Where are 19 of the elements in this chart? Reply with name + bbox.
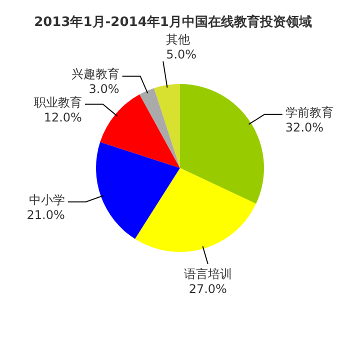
slice-label: 学前教育 xyxy=(285,105,334,120)
data-label: 12.0% xyxy=(44,110,82,124)
chart-title: 2013年1月-2014年1月中国在线教育投资领域 xyxy=(34,14,312,30)
slice-label: 语言培训 xyxy=(184,267,232,282)
slice-label: 职业教育 xyxy=(34,95,82,110)
pie-slice xyxy=(96,142,180,239)
slice-label: 中小学 xyxy=(28,192,65,207)
data-label: 21.0% xyxy=(26,208,65,222)
pie-slice xyxy=(180,84,264,204)
data-label: 27.0% xyxy=(188,282,227,296)
slice-label: 兴趣教育 xyxy=(71,67,120,82)
data-label: 3.0% xyxy=(88,82,120,96)
pie-slice xyxy=(154,84,180,168)
pie-slice xyxy=(134,168,256,252)
pie-slice xyxy=(140,88,180,168)
slice-label: 其他 xyxy=(166,32,190,46)
data-label: 32.0% xyxy=(285,120,324,134)
pie-slice xyxy=(100,94,180,168)
data-label: 5.0% xyxy=(166,47,197,62)
